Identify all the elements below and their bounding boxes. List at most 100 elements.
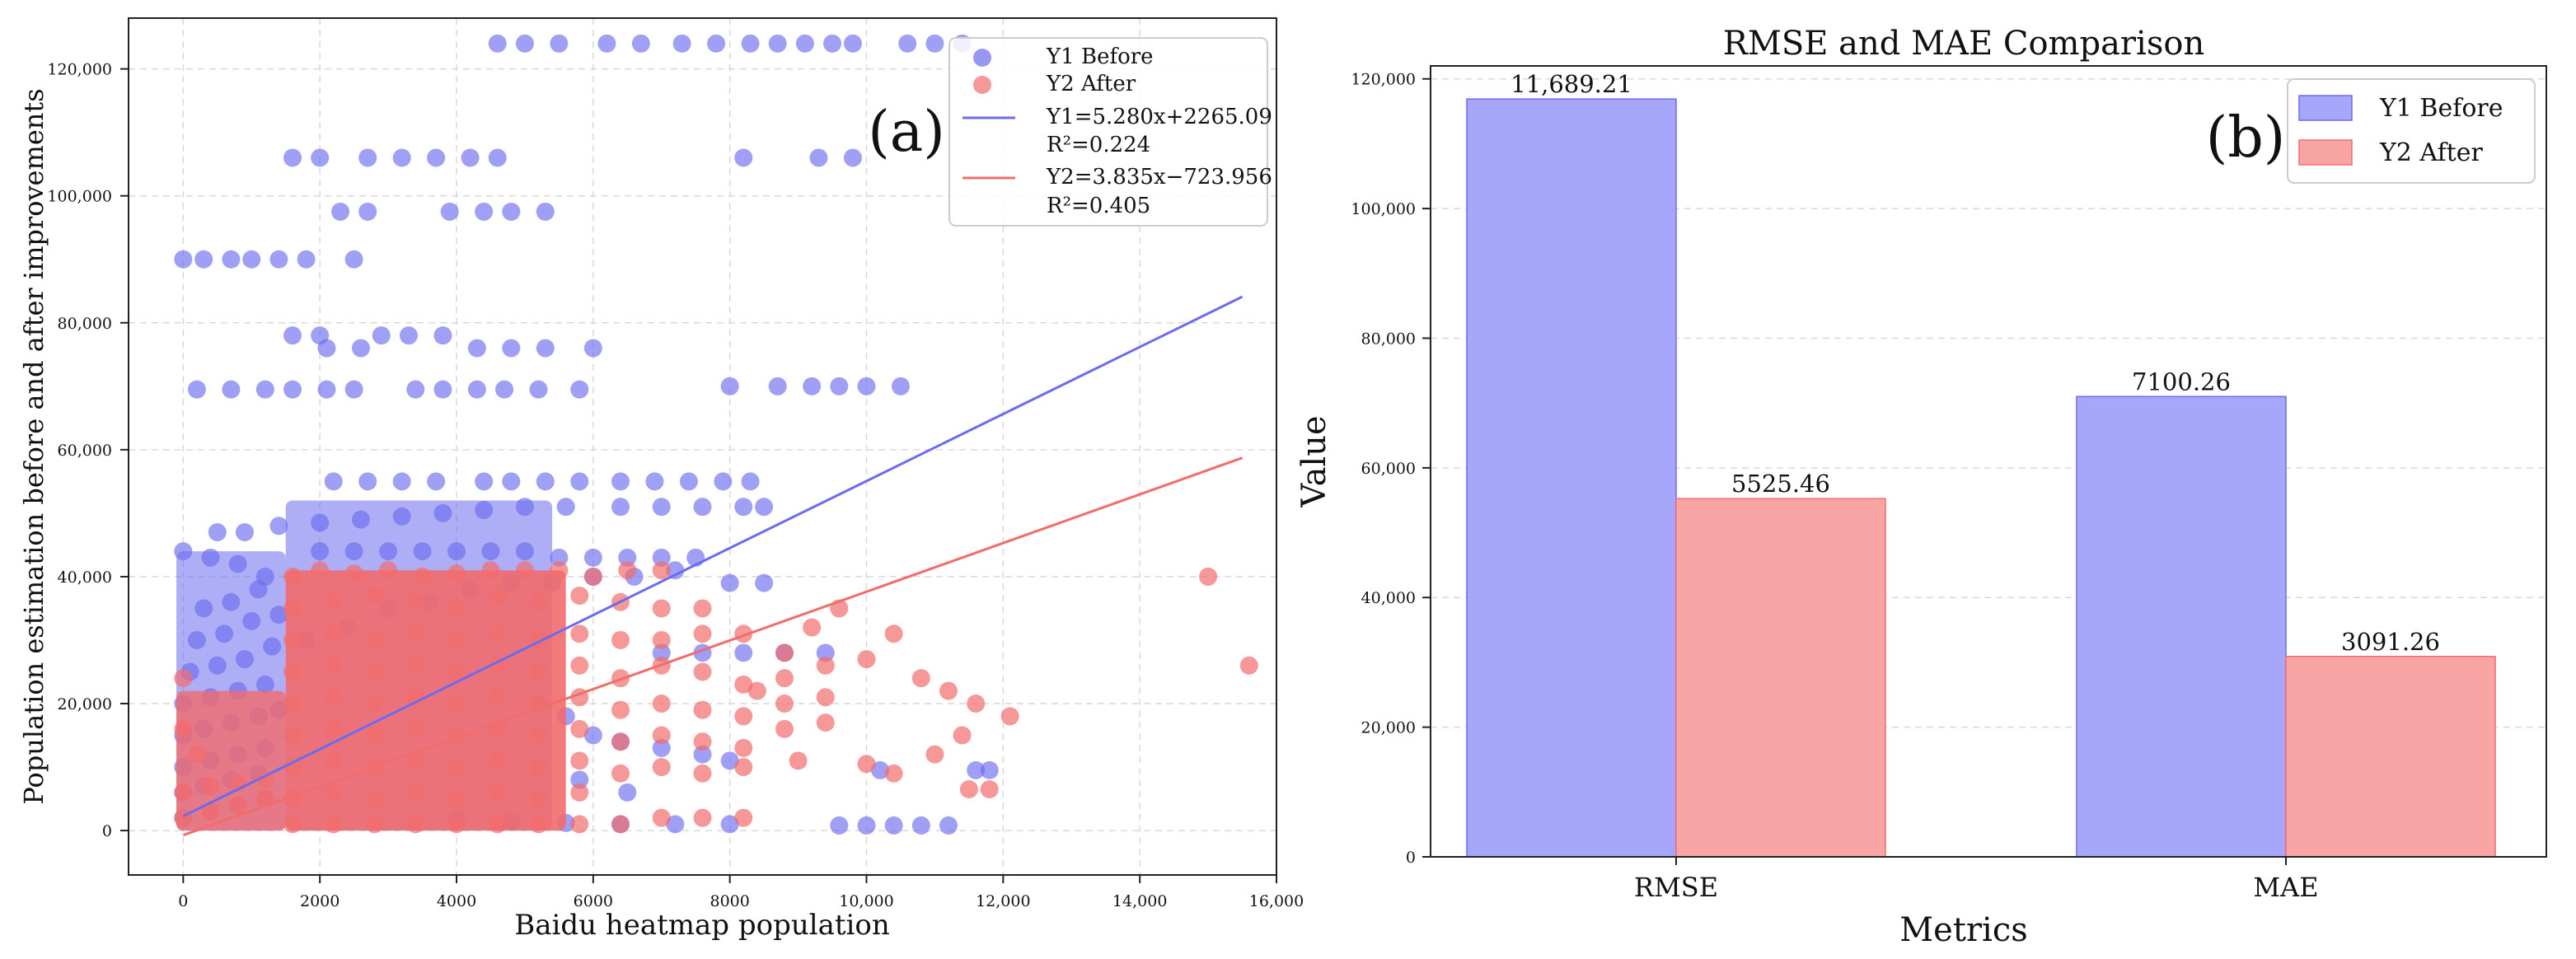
- panel-a-point-y1: [297, 250, 316, 269]
- panel-a-point-y1: [611, 472, 630, 491]
- panel-a-legend-label-y2: Y2 After: [1046, 72, 1136, 96]
- panel-a-point-y2: [447, 758, 466, 777]
- panel-a-point-y1: [358, 148, 377, 167]
- panel-a-point-y2: [406, 783, 425, 802]
- panel-a-point-y2: [611, 764, 630, 783]
- panel-a-point-y2: [857, 650, 876, 669]
- panel-a-point-y1: [187, 380, 206, 399]
- panel-b-bar-mae-y1: [2076, 395, 2287, 858]
- panel-a-point-y1: [939, 816, 958, 835]
- panel-a-x-tick-label: 12,000: [976, 892, 1030, 910]
- panel-a-y-tick-label: 60,000: [58, 442, 112, 460]
- panel-b-legend: Y1 Before Y2 After: [2287, 78, 2536, 184]
- panel-a-point-y1: [263, 637, 282, 656]
- panel-a-point-y2: [583, 567, 602, 586]
- panel-a-point-y2: [324, 783, 343, 802]
- panel-a-point-y1: [693, 745, 712, 764]
- panel-a-point-y1: [843, 34, 862, 53]
- panel-a-point-y2: [925, 745, 944, 764]
- panel-a-point-y1: [536, 472, 555, 491]
- panel-a-label: (a): [868, 100, 945, 165]
- panel-a-point-y2: [406, 751, 425, 770]
- panel-a-point-y1: [556, 498, 575, 517]
- panel-a-point-y1: [583, 339, 602, 358]
- panel-a-point-y2: [953, 726, 972, 745]
- panel-a-point-y1: [611, 498, 630, 517]
- panel-b-y-tick-label: 80,000: [1361, 330, 1416, 348]
- panel-a-point-y1: [666, 561, 685, 580]
- panel-a-point-y1: [803, 377, 822, 395]
- panel-a-x-tick-label: 6000: [574, 892, 613, 910]
- panel-a-point-y1: [734, 643, 753, 662]
- panel-a-point-y2: [406, 719, 425, 738]
- panel-a-point-y2: [174, 719, 193, 738]
- panel-a-point-y1: [440, 202, 459, 221]
- panel-a-point-y2: [611, 732, 630, 751]
- panel-a-point-y1: [283, 380, 302, 399]
- panel-b-y-tick-label: 20,000: [1361, 719, 1416, 737]
- panel-a-legend-label-y1: Y1 Before: [1046, 44, 1154, 69]
- panel-a-point-y1: [720, 573, 739, 592]
- panel-a-point-y2: [884, 625, 903, 643]
- panel-a-point-y1: [816, 643, 835, 662]
- panel-a-point-y1: [857, 816, 876, 835]
- panel-a-point-y2: [570, 783, 589, 802]
- panel-a-point-y1: [427, 472, 446, 491]
- panel-a-point-y2: [550, 561, 569, 580]
- panel-a-point-y2: [174, 669, 193, 688]
- panel-a-y-ticks: 0 20,000 40,000 60,000 80,000 100,000 120,000: [47, 61, 129, 840]
- panel-a-point-y1: [550, 34, 569, 53]
- panel-a-point-y1: [269, 250, 288, 269]
- panel-a-point-y1: [344, 380, 363, 399]
- panel-b-plot-frame: [1430, 65, 2547, 858]
- panel-a-point-y1: [734, 148, 753, 167]
- panel-a-point-y2: [324, 625, 343, 643]
- panel-a-point-y2: [652, 695, 671, 713]
- panel-a-plot-frame: [128, 17, 1277, 876]
- panel-a-point-y2: [734, 707, 753, 726]
- panel-a-point-y2: [488, 587, 507, 606]
- panel-a-point-y1: [222, 380, 241, 399]
- panel-a-point-y2: [283, 567, 302, 586]
- panel-a-point-y2: [283, 695, 302, 713]
- panel-a-legend-marker-y1: [973, 49, 991, 67]
- panel-b-y-axis-label: Value: [1295, 415, 1333, 508]
- panel-a-point-y1: [311, 148, 330, 167]
- panel-a-y-axis-label: Population estimation before and after i…: [18, 88, 49, 804]
- panel-a-point-y1: [693, 498, 712, 517]
- panel-a-point-y2: [611, 630, 630, 649]
- panel-b-legend-label-y1: Y1 Before: [2379, 94, 2503, 123]
- panel-a-point-y1: [652, 548, 671, 567]
- panel-a-point-y1: [631, 34, 650, 53]
- panel-a-point-y2: [488, 751, 507, 770]
- panel-b-legend-swatch-y2: [2298, 139, 2353, 166]
- panel-a-point-y1: [967, 760, 986, 779]
- panel-a-y-tick-label: 80,000: [58, 315, 112, 333]
- panel-a-point-y1: [467, 339, 486, 358]
- panel-a-point-y1: [215, 625, 234, 643]
- panel-a-legend-marker-y2: [973, 76, 991, 94]
- panel-a-point-y1: [741, 472, 760, 491]
- panel-a-point-y1: [249, 580, 268, 599]
- panel-a-point-y2: [529, 592, 548, 611]
- panel-a-point-y2: [283, 599, 302, 618]
- panel-a-point-y2: [570, 815, 589, 834]
- panel-a-point-y2: [734, 675, 753, 694]
- panel-b: RMSE and MAE Comparison 11,689.21 5525.46…: [1295, 25, 2547, 949]
- panel-a-point-y2: [693, 599, 712, 618]
- panel-a: 0 2000 4000 6000 8000 10,000 12,000 14,000 16,00…: [18, 17, 1304, 942]
- panel-a-point-y2: [201, 777, 220, 796]
- panel-a-point-y1: [652, 738, 671, 757]
- panel-a-series-y2: [174, 561, 1258, 834]
- panel-a-point-y2: [693, 808, 712, 827]
- panel-a-point-y2: [652, 599, 671, 618]
- panel-a-point-y2: [344, 564, 363, 583]
- panel-a-y-tick-label: 0: [102, 822, 112, 840]
- panel-a-point-y1: [714, 472, 733, 491]
- panel-a-legend-fit-y1: Y1=5.280x+2265.09: [1046, 105, 1272, 129]
- panel-b-data-label: 5525.46: [1731, 470, 1830, 498]
- panel-a-point-y1: [830, 816, 849, 835]
- panel-b-title: RMSE and MAE Comparison: [1723, 25, 2204, 63]
- panel-a-fit-line-1: [182, 295, 1244, 817]
- panel-a-point-y2: [283, 726, 302, 745]
